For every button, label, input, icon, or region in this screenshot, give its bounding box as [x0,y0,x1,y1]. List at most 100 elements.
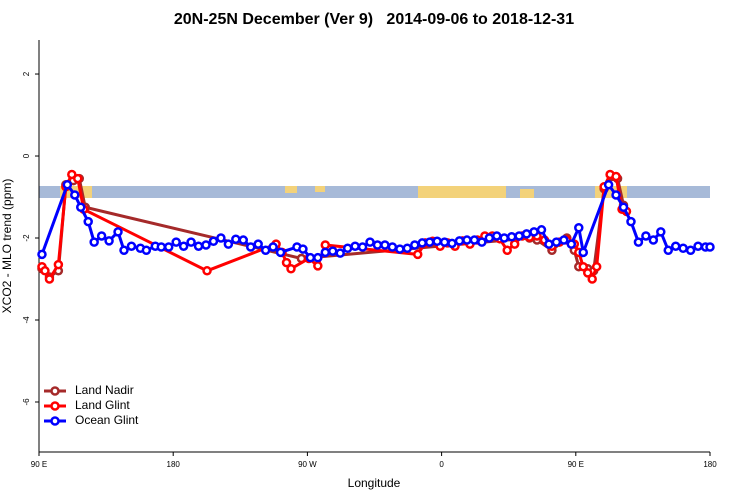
point [685,245,696,256]
point [335,248,345,258]
x-axis-label: Longitude [348,476,401,490]
point [578,247,589,258]
point [648,235,659,245]
legend-label: Ocean Glint [75,413,139,427]
point [693,241,703,251]
point [439,237,450,247]
point [395,244,405,254]
x-tick-label: 90 W [298,460,317,469]
x-tick-label: 0 [439,460,444,469]
point [313,261,323,271]
point [67,169,77,180]
point [387,242,398,252]
point [626,216,636,227]
point [141,245,152,256]
point [53,259,64,270]
point [412,249,423,260]
x-tick-label: 90 E [31,460,47,469]
point [238,235,249,245]
point [313,252,323,263]
point [509,239,520,249]
point [245,242,256,252]
point [119,245,129,256]
point [670,241,681,251]
point [477,237,487,247]
x-tick-label: 180 [703,460,717,469]
point [231,234,241,244]
y-tick-label: -2 [22,234,31,242]
point [216,233,226,243]
point [484,233,495,243]
y-tick-label: 0 [22,153,31,158]
point [89,237,99,247]
point [380,240,390,250]
point [521,229,532,239]
y-axis-label: XCO2 - MLO trend (ppm) [0,179,14,314]
point [73,173,83,184]
point [201,240,211,250]
point [454,236,465,246]
point [529,227,539,237]
point [514,231,524,241]
point [126,241,137,251]
point [268,242,278,252]
point [611,171,621,182]
point [663,245,673,256]
point [641,231,651,241]
point [104,236,114,246]
map-strip [39,186,710,198]
point [462,235,472,245]
point [492,231,502,241]
point [40,266,50,276]
legend-label: Land Glint [75,398,130,412]
point [656,227,666,237]
point [208,236,219,247]
point [578,261,589,272]
point [536,225,547,235]
point [424,237,435,247]
point [499,233,509,243]
point [447,238,457,249]
point [432,236,442,247]
y-tick-label: -6 [22,398,31,406]
point [611,190,621,200]
legend-marker [50,386,60,396]
point [186,237,196,247]
legend-marker [50,416,60,426]
point [603,179,614,190]
point [44,274,55,284]
point [506,232,517,242]
point [469,235,480,245]
point [70,190,80,200]
point [327,246,338,256]
legend-marker [50,401,60,411]
point [591,261,602,272]
y-tick-label: 2 [22,71,31,76]
point [559,235,569,245]
point [582,268,593,278]
point [253,239,263,249]
point [320,240,331,250]
legend-label: Land Nadir [75,383,134,397]
point [357,242,368,252]
point [62,179,73,190]
point [410,240,420,250]
point [574,223,584,233]
point [417,238,427,248]
point [37,249,47,260]
x-tick-label: 90 E [568,460,584,469]
point [223,239,234,249]
point [275,247,286,258]
point [178,241,189,251]
x-tick-label: 180 [167,460,181,469]
point [286,264,296,274]
point [633,237,644,247]
point [76,202,86,213]
chart-title: 20N-25N December (Ver 9) 2014-09-06 to 2… [174,11,574,28]
point [113,227,123,237]
point [163,242,174,252]
point [705,242,715,252]
y-tick-label: -4 [22,316,31,324]
